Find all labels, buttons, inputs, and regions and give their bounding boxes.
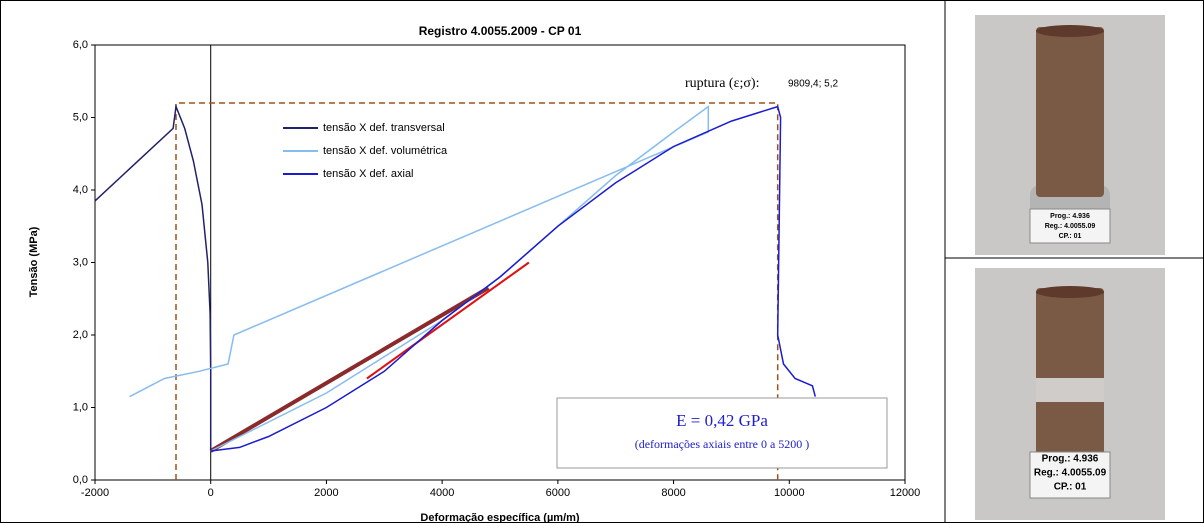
photo-label-card bbox=[1029, 451, 1111, 499]
chart-title: Registro 4.0055.2009 - CP 01 bbox=[419, 24, 582, 38]
legend-label: tensão X def. transversal bbox=[323, 122, 445, 134]
annotation-box bbox=[556, 397, 888, 469]
specimen-top bbox=[1036, 25, 1104, 37]
y-tick-label: 4,0 bbox=[73, 184, 88, 196]
y-tick-label: 2,0 bbox=[73, 329, 88, 341]
x-tick-label: 8000 bbox=[661, 487, 685, 499]
y-tick-label: 6,0 bbox=[73, 39, 88, 51]
annotation: (deformações axiais entre 0 a 5200 ) bbox=[635, 437, 810, 451]
reference-line bbox=[366, 261, 530, 380]
x-tick-label: 6000 bbox=[546, 487, 570, 499]
x-tick-label: 4000 bbox=[430, 487, 454, 499]
x-tick-label: 2000 bbox=[314, 487, 338, 499]
tape bbox=[1036, 378, 1104, 402]
photo-label: CP.: 01 bbox=[1059, 233, 1082, 240]
specimen bbox=[1036, 27, 1104, 197]
photo-label: CP.: 01 bbox=[1054, 482, 1087, 493]
annotation: 9809,4; 5,2 bbox=[788, 79, 838, 90]
x-tick-label: 10000 bbox=[774, 487, 805, 499]
photo-label: Prog.: 4.936 bbox=[1050, 213, 1090, 220]
y-tick-label: 5,0 bbox=[73, 111, 88, 123]
y-axis-label: Tensão (MPa) bbox=[28, 226, 40, 297]
y-tick-label: 1,0 bbox=[73, 401, 88, 413]
photo-label-card bbox=[1029, 208, 1111, 244]
x-tick-label: -2000 bbox=[81, 487, 109, 499]
y-tick-label: 0,0 bbox=[73, 474, 88, 486]
series-line bbox=[210, 105, 817, 452]
series-line bbox=[94, 103, 212, 451]
specimen bbox=[1036, 288, 1104, 460]
x-tick-label: 12000 bbox=[890, 487, 921, 499]
y-tick-label: 3,0 bbox=[73, 256, 88, 268]
reference-line bbox=[209, 286, 490, 453]
photo-label: Reg.: 4.0055.09 bbox=[1034, 468, 1107, 479]
photo-label: Prog.: 4.936 bbox=[1042, 454, 1099, 465]
annotation: ruptura (ε;σ): bbox=[685, 76, 759, 91]
annotation: E = 0,42 GPa bbox=[676, 411, 768, 430]
specimen-top bbox=[1036, 286, 1104, 298]
photo-label: Reg.: 4.0055.09 bbox=[1045, 223, 1096, 230]
legend-label: tensão X def. axial bbox=[323, 168, 414, 180]
x-tick-label: 0 bbox=[208, 487, 214, 499]
legend-label: tensão X def. volumétrica bbox=[323, 145, 448, 157]
x-axis-label: Deformação específica (µm/m) bbox=[420, 512, 580, 523]
